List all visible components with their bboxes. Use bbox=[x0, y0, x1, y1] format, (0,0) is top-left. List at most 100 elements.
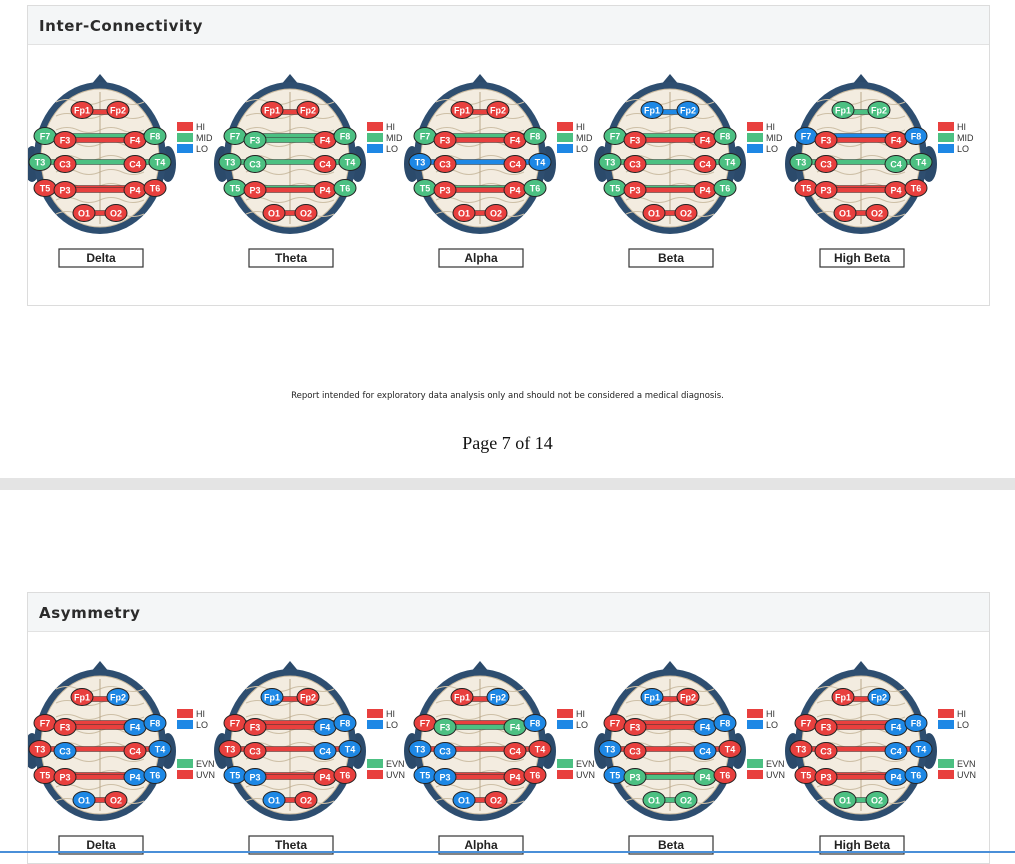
electrode-t4: T4 bbox=[718, 153, 742, 171]
electrode-o1: O1 bbox=[72, 204, 96, 222]
electrode-label: O2 bbox=[871, 209, 883, 219]
electrode-label: T6 bbox=[530, 771, 541, 781]
electrode-label: F8 bbox=[530, 132, 541, 142]
electrode-label: O1 bbox=[458, 209, 470, 219]
electrode-fp2: Fp2 bbox=[867, 688, 891, 706]
electrode-f8: F8 bbox=[523, 714, 547, 732]
legend-swatch bbox=[367, 709, 383, 718]
electrode-t4: T4 bbox=[528, 153, 552, 171]
electrode-t3: T3 bbox=[598, 740, 622, 758]
electrode-label: T3 bbox=[225, 745, 236, 755]
legend-label: LO bbox=[576, 144, 588, 154]
electrode-c4: C4 bbox=[503, 742, 527, 760]
band-label: Alpha bbox=[438, 835, 524, 855]
legend-label: UVN bbox=[386, 770, 405, 780]
electrode-c4: C4 bbox=[884, 155, 908, 173]
electrode-label: O1 bbox=[268, 796, 280, 806]
electrode-p4: P4 bbox=[884, 768, 908, 786]
electrode-fp2: Fp2 bbox=[486, 688, 510, 706]
electrode-o1: O1 bbox=[642, 204, 666, 222]
electrode-label: P4 bbox=[699, 186, 710, 196]
electrode-label: P3 bbox=[439, 773, 450, 783]
electrode-label: O2 bbox=[110, 796, 122, 806]
electrode-f8: F8 bbox=[523, 127, 547, 145]
electrode-t5: T5 bbox=[33, 179, 57, 197]
electrode-label: F4 bbox=[130, 136, 141, 146]
head-map-alpha: Fp1 Fp2 F7 F3 F4 F8 T3 C3 C4 T4 T5 P3 P4 T6 O1 O2 bbox=[404, 661, 556, 821]
electrode-label: F7 bbox=[40, 132, 51, 142]
electrode-c3: C3 bbox=[623, 155, 647, 173]
electrode-f8: F8 bbox=[333, 714, 357, 732]
electrode-label: F3 bbox=[440, 136, 451, 146]
legend-label: HI bbox=[386, 122, 395, 132]
electrode-t4: T4 bbox=[528, 740, 552, 758]
electrode-t6: T6 bbox=[333, 179, 357, 197]
electrode-label: T3 bbox=[605, 158, 616, 168]
electrode-label: Fp1 bbox=[644, 693, 660, 703]
electrode-label: F8 bbox=[720, 719, 731, 729]
electrode-label: P3 bbox=[439, 186, 450, 196]
legend-swatch bbox=[938, 720, 954, 729]
electrode-label: T6 bbox=[340, 771, 351, 781]
electrode-label: O2 bbox=[300, 209, 312, 219]
card-header: Inter-Connectivity bbox=[28, 6, 989, 45]
legend-swatch bbox=[557, 759, 573, 768]
electrode-f8: F8 bbox=[713, 127, 737, 145]
legend-label: MID bbox=[957, 133, 974, 143]
electrode-fp2: Fp2 bbox=[296, 101, 320, 119]
electrode-o2: O2 bbox=[294, 791, 318, 809]
electrode-label: P3 bbox=[820, 773, 831, 783]
electrode-label: C4 bbox=[890, 160, 902, 170]
electrode-label: O1 bbox=[648, 209, 660, 219]
electrode-p3: P3 bbox=[623, 768, 647, 786]
electrode-o2: O2 bbox=[865, 204, 889, 222]
electrode-label: Fp1 bbox=[454, 693, 470, 703]
electrode-label: O1 bbox=[839, 209, 851, 219]
legend-label: UVN bbox=[196, 770, 215, 780]
electrode-label: F7 bbox=[420, 132, 431, 142]
legend-swatch bbox=[747, 720, 763, 729]
electrode-label: T4 bbox=[725, 158, 736, 168]
electrode-f4: F4 bbox=[693, 718, 717, 736]
electrode-label: O1 bbox=[268, 209, 280, 219]
electrode-o1: O1 bbox=[262, 204, 286, 222]
electrode-o2: O2 bbox=[104, 791, 128, 809]
electrode-label: F3 bbox=[250, 723, 261, 733]
electrode-label: P4 bbox=[890, 773, 901, 783]
head-map-beta: Fp1 Fp2 F7 F3 F4 F8 T3 C3 C4 T4 T5 P3 P4 T6 O1 O2 bbox=[594, 661, 746, 821]
electrode-f7: F7 bbox=[603, 714, 627, 732]
legend-swatch bbox=[557, 709, 573, 718]
legend-swatch bbox=[367, 759, 383, 768]
electrode-t3: T3 bbox=[789, 740, 813, 758]
electrode-f3: F3 bbox=[243, 718, 267, 736]
electrode-label: T6 bbox=[720, 771, 731, 781]
head-map-delta: Fp1 Fp2 F7 F3 F4 F8 T3 C3 C4 T4 T5 P3 P4 T6 O1 O2 bbox=[28, 74, 176, 234]
electrode-label: F7 bbox=[610, 132, 621, 142]
legend-swatch bbox=[367, 720, 383, 729]
electrode-t6: T6 bbox=[333, 766, 357, 784]
electrode-t5: T5 bbox=[223, 179, 247, 197]
legend-swatch bbox=[747, 709, 763, 718]
electrode-t4: T4 bbox=[148, 740, 172, 758]
head-map-high-beta: Fp1 Fp2 F7 F3 F4 F8 T3 C3 C4 T4 T5 P3 P4 T6 O1 O2 bbox=[785, 74, 937, 234]
electrode-t5: T5 bbox=[33, 766, 57, 784]
head-map-theta: Fp1 Fp2 F7 F3 F4 F8 T3 C3 C4 T4 T5 P3 P4 T6 O1 O2 bbox=[214, 661, 366, 821]
electrode-t5: T5 bbox=[603, 766, 627, 784]
legend-label: HI bbox=[957, 122, 966, 132]
electrode-o2: O2 bbox=[484, 791, 508, 809]
section-title: Asymmetry bbox=[39, 604, 141, 622]
electrode-c4: C4 bbox=[123, 155, 147, 173]
electrode-label: Fp2 bbox=[110, 693, 126, 703]
electrode-fp1: Fp1 bbox=[640, 688, 664, 706]
electrode-t5: T5 bbox=[603, 179, 627, 197]
electrode-p4: P4 bbox=[313, 181, 337, 199]
electrode-p3: P3 bbox=[53, 768, 77, 786]
electrode-label: Fp2 bbox=[490, 106, 506, 116]
legend-swatch bbox=[367, 144, 383, 153]
electrode-o1: O1 bbox=[642, 791, 666, 809]
electrode-f7: F7 bbox=[413, 127, 437, 145]
electrode-label: T4 bbox=[535, 745, 546, 755]
